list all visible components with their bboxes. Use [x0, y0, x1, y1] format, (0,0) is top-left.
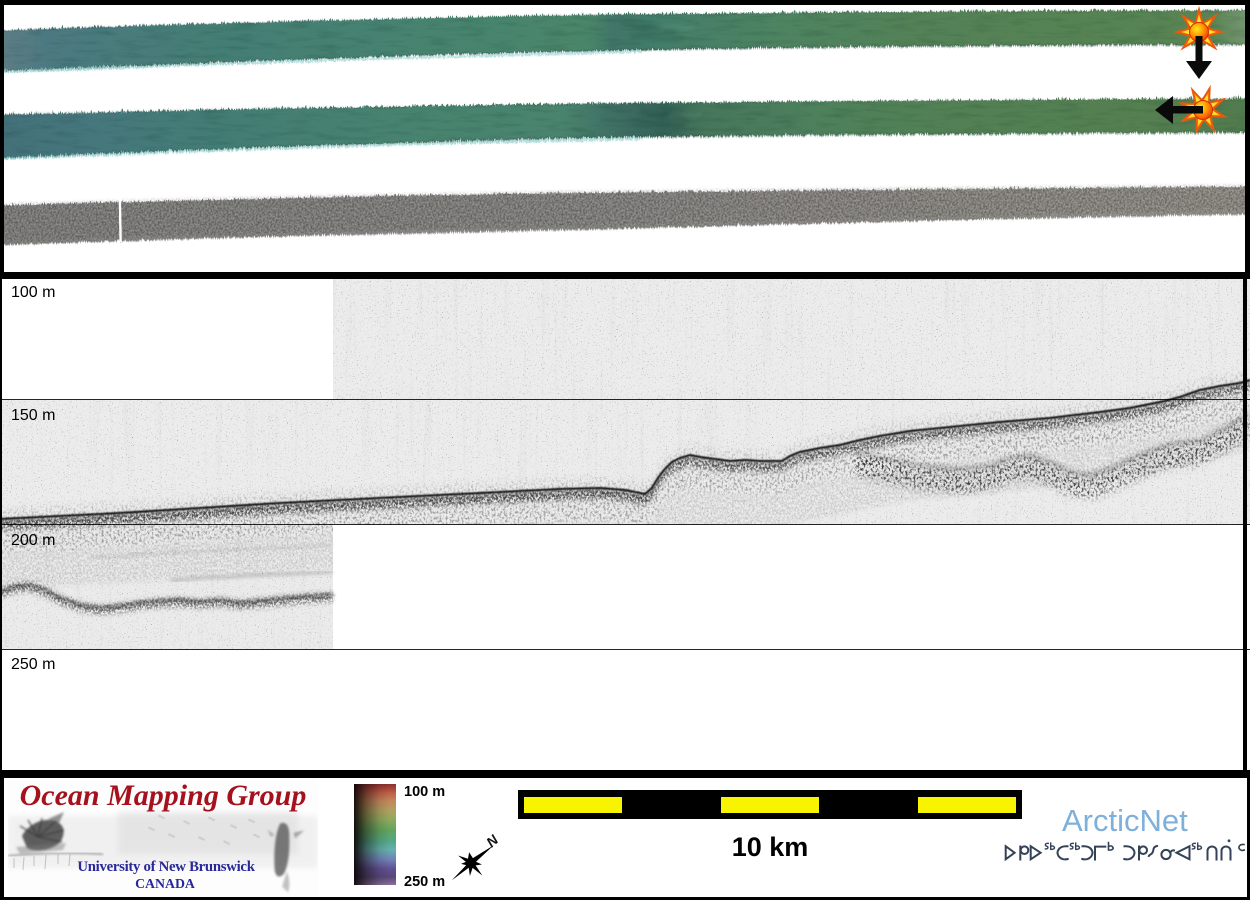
svg-text:N: N [483, 831, 502, 850]
